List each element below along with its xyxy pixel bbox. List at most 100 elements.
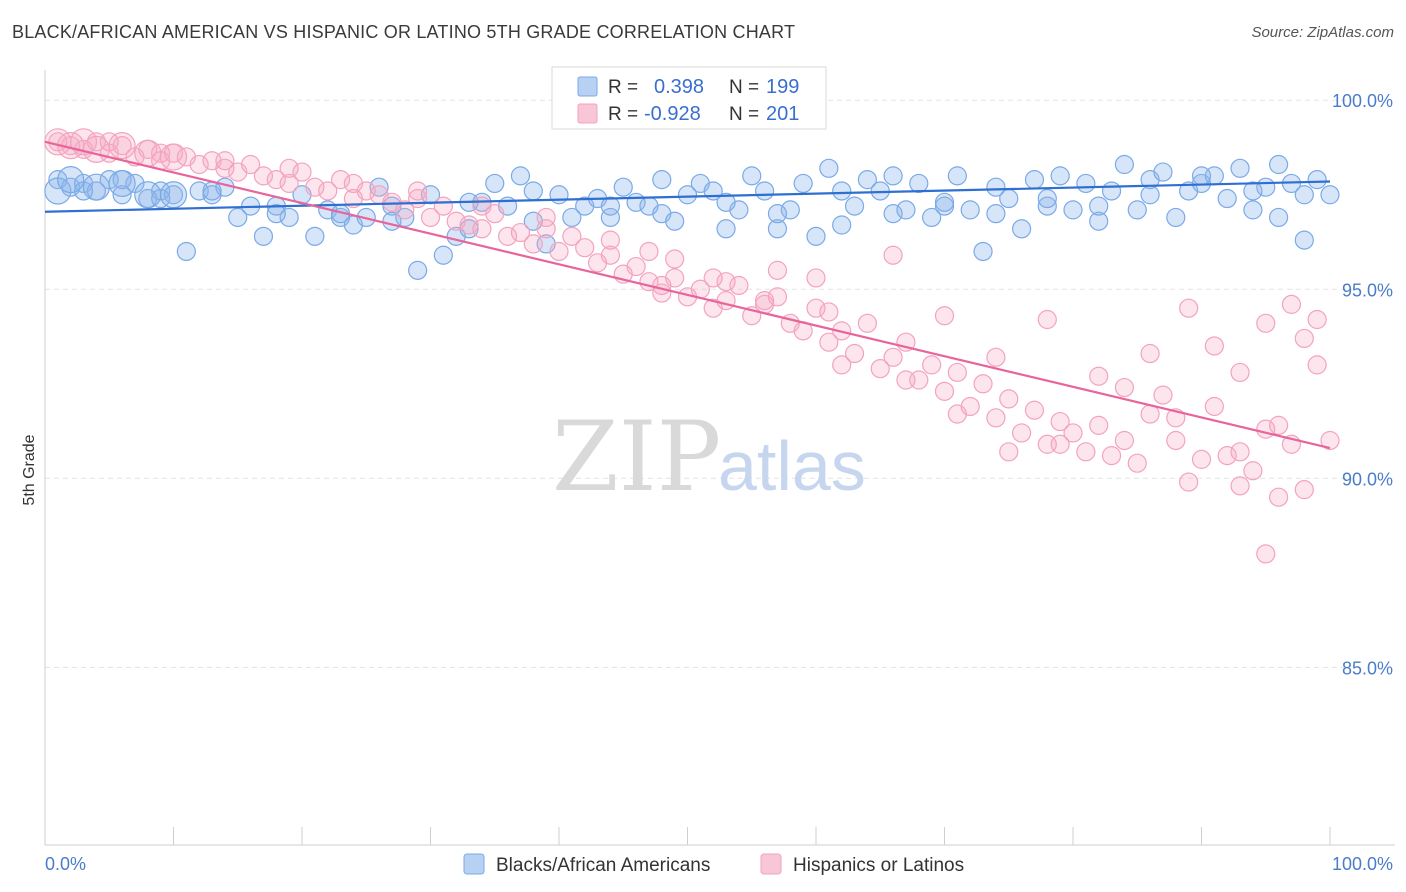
data-point: [883, 347, 903, 367]
data-point: [305, 177, 325, 197]
legend-swatch-blacks: [577, 76, 598, 97]
legend-r-value-blacks: 0.398: [654, 76, 704, 98]
data-point: [1294, 185, 1314, 205]
data-point: [832, 181, 852, 201]
data-point: [253, 226, 274, 246]
x-tick-label: 100.0%: [1332, 854, 1393, 874]
data-point: [1230, 158, 1250, 178]
data-point: [215, 158, 235, 178]
data-point: [793, 173, 813, 194]
data-point: [446, 211, 466, 231]
series-blacks: [44, 154, 1340, 280]
data-point: [767, 260, 788, 280]
data-point: [1166, 430, 1186, 451]
data-point: [420, 207, 441, 228]
data-point: [806, 298, 826, 318]
data-point: [1243, 181, 1263, 201]
data-point: [1230, 476, 1250, 496]
data-point: [600, 207, 621, 228]
data-point: [1320, 185, 1340, 205]
data-point: [819, 158, 839, 178]
data-point: [498, 226, 518, 246]
legend-n-value-hispanics: 201: [766, 103, 799, 125]
data-point: [1011, 219, 1032, 239]
data-point: [1217, 188, 1237, 209]
data-point: [510, 222, 531, 243]
data-point-large: [57, 166, 85, 194]
data-point: [1268, 415, 1289, 435]
data-point: [1294, 230, 1314, 250]
data-point: [1037, 196, 1057, 216]
data-point: [947, 404, 967, 424]
trend-lines: [44, 140, 1331, 450]
data-point: [433, 245, 453, 265]
data-point: [922, 207, 942, 228]
data-point: [1191, 449, 1212, 469]
data-point: [844, 343, 865, 364]
x-tick-labels: 0.0% 100.0%: [45, 854, 1393, 874]
data-point: [973, 241, 993, 262]
data-point: [1268, 487, 1289, 507]
data-point: [934, 306, 955, 326]
data-point: [1230, 442, 1250, 462]
data-point: [472, 219, 492, 239]
data-point: [1307, 355, 1327, 375]
trend-line-hispanics: [44, 140, 1331, 450]
data-point: [1127, 453, 1147, 473]
chart-title: BLACK/AFRICAN AMERICAN VS HISPANIC OR LA…: [12, 22, 796, 42]
data-point: [1179, 472, 1199, 492]
data-point: [1243, 461, 1263, 481]
data-point: [536, 207, 556, 228]
data-point: [1166, 207, 1186, 228]
data-point: [1268, 207, 1289, 228]
data-point: [947, 362, 967, 383]
data-point: [1063, 423, 1083, 443]
data-point: [986, 347, 1006, 367]
source-label: Source: ZipAtlas.com: [1251, 24, 1394, 41]
data-point: [1256, 313, 1276, 333]
data-point: [819, 302, 839, 322]
y-axis-label: 5th Grade: [21, 434, 38, 505]
data-point: [1114, 377, 1135, 398]
data-point: [1294, 328, 1314, 349]
data-point-large: [82, 135, 111, 163]
data-point: [1307, 170, 1327, 190]
data-point: [1076, 442, 1096, 462]
data-point: [395, 200, 415, 220]
data-point: [562, 226, 582, 246]
data-point: [1204, 396, 1224, 417]
legend-swatch-hispanics: [577, 103, 598, 124]
data-point: [1114, 154, 1135, 175]
data-point: [318, 181, 338, 201]
data-point: [973, 374, 993, 394]
data-point: [279, 207, 299, 228]
data-point: [883, 166, 903, 186]
data-point: [780, 200, 800, 220]
legend-box: [551, 66, 827, 130]
data-point: [1153, 385, 1173, 405]
data-point-large: [134, 181, 162, 209]
scatter-points: [44, 128, 1340, 564]
data-point: [1191, 166, 1212, 186]
data-point: [485, 173, 505, 194]
watermark-atlas: atlas: [718, 427, 866, 505]
data-point: [279, 173, 299, 194]
data-point: [1050, 434, 1070, 454]
data-point: [1114, 430, 1135, 451]
data-point: [1089, 415, 1109, 435]
data-point: [1050, 166, 1070, 186]
data-point: [716, 272, 736, 292]
legend-r-label-blacks: R =: [608, 77, 638, 98]
data-point: [947, 166, 967, 186]
data-point: [1140, 185, 1160, 205]
y-tick-label: 90.0%: [1342, 469, 1393, 489]
data-point: [1230, 362, 1250, 383]
y-tick-label: 85.0%: [1342, 658, 1393, 678]
data-point: [934, 192, 955, 212]
data-point: [112, 185, 132, 205]
data-point: [729, 275, 749, 296]
data-point: [767, 219, 788, 239]
axes: [44, 70, 1395, 846]
bottom-legend-label-hispanics: Hispanics or Latinos: [793, 855, 964, 876]
